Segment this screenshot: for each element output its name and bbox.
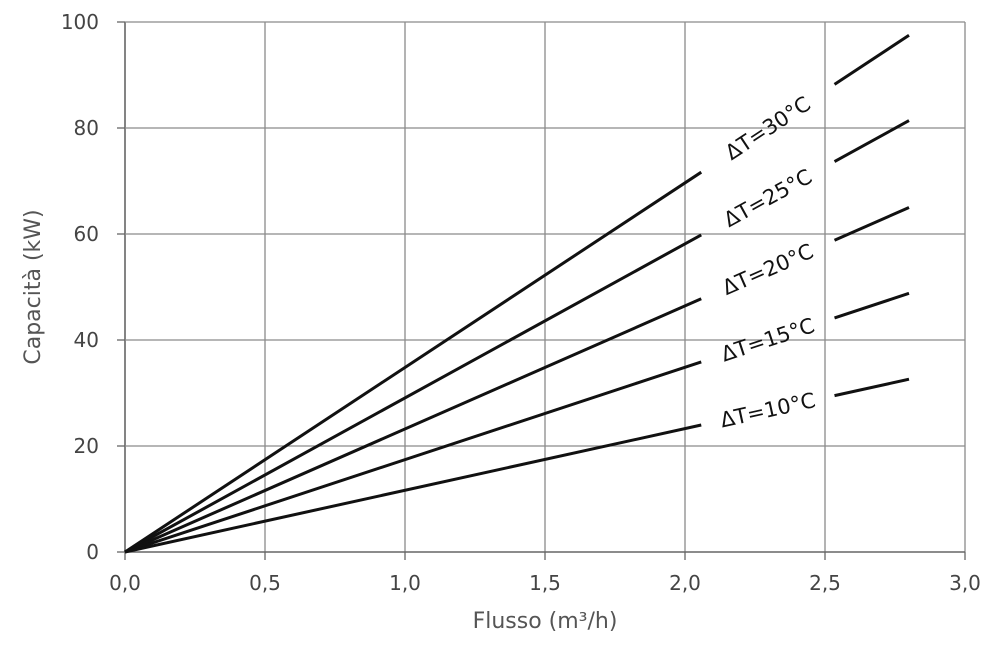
series-line-end (833, 33, 910, 86)
x-axis-title: Flusso (m³/h) (473, 609, 618, 634)
y-tick-label: 60 (74, 222, 99, 246)
y-tick-label: 80 (74, 116, 99, 140)
x-tick-label: 2,5 (809, 571, 841, 595)
y-tick-label: 40 (74, 328, 99, 352)
series-labels: ΔT=30°CΔT=25°CΔT=20°CΔT=15°CΔT=10°C (718, 92, 818, 433)
series-label: ΔT=15°C (718, 313, 817, 366)
series-line (124, 233, 702, 554)
series-label: ΔT=10°C (718, 388, 818, 432)
x-tick-label: 2,0 (669, 571, 701, 595)
y-tick-labels: 0 20 40 60 80 100 (61, 10, 99, 564)
series-line (124, 297, 702, 554)
x-tick-label: 0,0 (109, 571, 141, 595)
y-tick-label: 100 (61, 10, 99, 34)
grid (117, 21, 966, 560)
y-tick-label: 20 (74, 434, 99, 458)
x-tick-label: 1,0 (389, 571, 421, 595)
series-lines (124, 33, 910, 554)
y-axis-title: Capacità (kW) (21, 209, 46, 364)
x-tick-label: 3,0 (949, 571, 981, 595)
series-line-end (834, 377, 910, 398)
series-label: ΔT=25°C (720, 164, 816, 232)
series-line-end (833, 119, 910, 163)
x-tick-label: 0,5 (249, 571, 281, 595)
series-line-end (834, 291, 910, 320)
series-label: ΔT=20°C (719, 239, 817, 300)
series-line (124, 360, 702, 554)
x-tick-label: 1,5 (529, 571, 561, 595)
series-line (124, 170, 703, 554)
y-tick-label: 0 (86, 540, 99, 564)
series-line-end (833, 206, 910, 242)
x-tick-labels: 0,0 0,5 1,0 1,5 2,0 2,5 3,0 (109, 571, 981, 595)
series-line (124, 423, 702, 554)
